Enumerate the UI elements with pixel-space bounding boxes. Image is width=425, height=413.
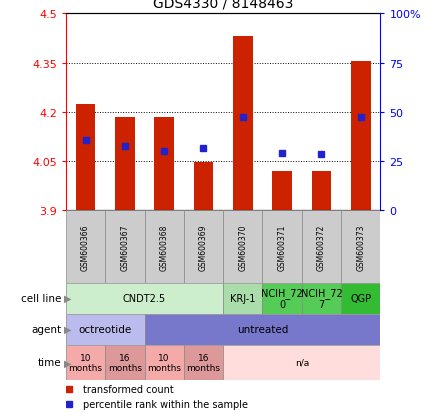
Text: untreated: untreated <box>237 324 288 335</box>
Bar <box>351 62 371 211</box>
Text: cell line: cell line <box>21 293 62 304</box>
Bar <box>194 163 213 211</box>
Bar <box>233 37 252 211</box>
Bar <box>341 283 380 314</box>
Text: 10
months: 10 months <box>147 353 181 372</box>
Text: time: time <box>38 357 62 368</box>
Text: GSM600368: GSM600368 <box>160 223 169 270</box>
Text: CNDT2.5: CNDT2.5 <box>123 293 166 304</box>
Text: NCIH_72
7: NCIH_72 7 <box>300 287 342 310</box>
Bar <box>115 117 135 211</box>
Text: NCIH_72
0: NCIH_72 0 <box>261 287 303 310</box>
Bar <box>302 283 341 314</box>
Bar <box>66 211 105 283</box>
Text: n/a: n/a <box>295 358 309 367</box>
Bar <box>144 345 184 380</box>
Bar <box>66 345 105 380</box>
Text: ▶: ▶ <box>64 324 71 335</box>
Text: agent: agent <box>31 324 62 335</box>
Text: octreotide: octreotide <box>79 324 132 335</box>
Text: percentile rank within the sample: percentile rank within the sample <box>83 399 248 409</box>
Text: GSM600366: GSM600366 <box>81 223 90 270</box>
Bar <box>223 345 380 380</box>
Text: 16
months: 16 months <box>187 353 221 372</box>
Text: GSM600373: GSM600373 <box>356 223 365 270</box>
Bar <box>154 117 174 211</box>
Text: ▶: ▶ <box>64 357 71 368</box>
Bar <box>302 211 341 283</box>
Bar <box>223 211 262 283</box>
Text: QGP: QGP <box>350 293 371 304</box>
Text: GSM600370: GSM600370 <box>238 223 247 270</box>
Text: ▶: ▶ <box>64 293 71 304</box>
Bar <box>184 345 223 380</box>
Bar <box>66 283 223 314</box>
Text: 16
months: 16 months <box>108 353 142 372</box>
Title: GDS4330 / 8148463: GDS4330 / 8148463 <box>153 0 293 10</box>
Bar <box>66 314 144 345</box>
Text: GSM600371: GSM600371 <box>278 223 286 270</box>
Bar <box>144 314 380 345</box>
Bar <box>184 211 223 283</box>
Text: transformed count: transformed count <box>83 384 174 394</box>
Bar <box>105 211 144 283</box>
Bar <box>223 283 262 314</box>
Bar <box>312 171 331 211</box>
Bar <box>341 211 380 283</box>
Bar <box>272 171 292 211</box>
Bar <box>144 211 184 283</box>
Bar <box>76 104 95 211</box>
Text: 10
months: 10 months <box>68 353 102 372</box>
Text: GSM600367: GSM600367 <box>120 223 129 270</box>
Bar <box>262 211 302 283</box>
Text: KRJ-1: KRJ-1 <box>230 293 255 304</box>
Text: GSM600372: GSM600372 <box>317 223 326 270</box>
Text: GSM600369: GSM600369 <box>199 223 208 270</box>
Bar <box>262 283 302 314</box>
Bar <box>105 345 144 380</box>
